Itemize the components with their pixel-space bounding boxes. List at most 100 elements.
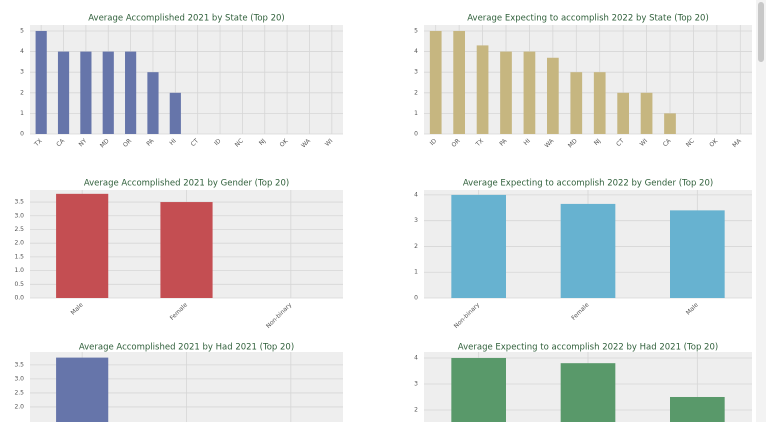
chart-title: Average Accomplished 2021 by Gender (Top…	[84, 179, 289, 189]
y-tick-label: 3.5	[14, 361, 24, 368]
y-tick-label: 2	[414, 406, 418, 413]
bar	[476, 45, 489, 134]
y-tick-label: 2	[20, 89, 24, 96]
x-tick-label: TX	[474, 138, 485, 149]
bar	[593, 72, 606, 134]
chart-title: Average Accomplished 2021 by State (Top …	[88, 14, 285, 24]
bar	[523, 51, 536, 135]
x-tick-label: Male	[685, 301, 700, 316]
bar	[56, 193, 109, 298]
bar	[35, 30, 47, 134]
y-tick-label: 0	[20, 131, 24, 138]
bar	[670, 210, 725, 298]
y-tick-label: 3.0	[14, 375, 24, 382]
x-tick-label: OK	[708, 137, 720, 149]
x-tick-label: MD	[567, 137, 579, 149]
bar	[560, 363, 616, 422]
bar	[453, 30, 465, 134]
y-tick-label: 3.5	[14, 199, 24, 206]
chart-panel: Average Accomplished 2021 by State (Top …	[20, 14, 343, 149]
bar	[451, 357, 506, 422]
x-tick-label: ID	[429, 137, 439, 147]
chart-title: Average Accomplished 2021 by Had 2021 (T…	[79, 343, 294, 353]
y-tick-label: 0.5	[14, 281, 24, 288]
bar	[147, 72, 159, 134]
bar	[617, 92, 629, 134]
bar	[56, 357, 109, 422]
bar	[102, 51, 114, 135]
x-tick-label: MD	[99, 137, 111, 149]
x-tick-label: PA	[498, 137, 509, 148]
x-tick-label: CA	[55, 137, 66, 148]
bar	[169, 92, 181, 134]
y-tick-label: 2	[414, 243, 418, 250]
x-tick-label: OK	[279, 137, 291, 149]
y-tick-label: 3.0	[14, 212, 24, 219]
x-tick-label: Female	[169, 301, 190, 322]
x-tick-label: ID	[213, 137, 223, 147]
y-tick-label: 3	[20, 69, 24, 76]
chart-title: Average Expecting to accomplish 2022 by …	[458, 343, 718, 353]
y-tick-label: 5	[20, 27, 24, 34]
bar	[160, 202, 213, 298]
chart-title: Average Expecting to accomplish 2022 by …	[463, 179, 713, 189]
x-tick-label: Non-binary	[453, 301, 482, 330]
y-tick-label: 1	[414, 269, 418, 276]
y-tick-label: 0	[414, 295, 418, 302]
chart-panel: Average Expecting to accomplish 2022 by …	[414, 14, 752, 149]
y-tick-label: 2.0	[14, 403, 24, 410]
x-tick-label: PA	[145, 137, 156, 148]
x-tick-label: NJ	[258, 137, 268, 147]
chart-panel: Average Accomplished 2021 by Gender (Top…	[14, 179, 343, 330]
bar	[670, 396, 725, 422]
y-tick-label: 4	[20, 48, 24, 55]
y-tick-label: 1	[414, 110, 418, 117]
bar	[664, 113, 676, 134]
y-tick-label: 3	[414, 217, 418, 224]
x-tick-label: WI	[324, 137, 335, 148]
y-tick-label: 3	[414, 380, 418, 387]
y-tick-label: 0.0	[14, 295, 24, 302]
x-tick-label: OR	[122, 138, 133, 149]
x-tick-label: NJ	[593, 137, 603, 147]
y-tick-label: 4	[414, 354, 418, 361]
y-tick-label: 4	[414, 48, 418, 55]
x-tick-label: NC	[234, 138, 245, 149]
scrollbar[interactable]	[756, 0, 766, 422]
bar	[560, 203, 616, 298]
x-tick-label: WI	[639, 137, 650, 148]
y-tick-label: 2.0	[14, 240, 24, 247]
x-tick-label: HI	[168, 137, 178, 147]
chart-title: Average Expecting to accomplish 2022 by …	[467, 14, 709, 24]
x-tick-label: OR	[450, 138, 461, 149]
x-tick-label: TX	[32, 138, 43, 149]
plot-area	[30, 25, 343, 134]
x-tick-label: Non-binary	[265, 301, 294, 330]
x-tick-label: WA	[300, 137, 312, 149]
y-tick-label: 1.0	[14, 267, 24, 274]
bar	[57, 51, 70, 135]
bar	[80, 51, 92, 135]
bar	[570, 72, 583, 134]
y-tick-label: 2	[414, 89, 418, 96]
x-tick-label: MA	[731, 137, 743, 149]
scrollbar-thumb[interactable]	[758, 2, 764, 62]
y-tick-label: 1	[20, 110, 24, 117]
y-tick-label: 3	[414, 69, 418, 76]
y-tick-label: 4	[414, 191, 418, 198]
x-tick-label: CT	[615, 137, 626, 148]
y-tick-label: 5	[414, 27, 418, 34]
bar	[451, 194, 506, 298]
x-tick-label: Female	[570, 301, 591, 322]
x-tick-label: HI	[523, 137, 533, 147]
y-tick-label: 2.5	[14, 389, 24, 396]
bar	[429, 30, 442, 134]
x-tick-label: CA	[662, 137, 673, 148]
bar	[640, 92, 653, 134]
y-tick-label: 1.5	[14, 253, 24, 260]
x-tick-label: NY	[78, 137, 89, 148]
y-tick-label: 2.5	[14, 226, 24, 233]
bar	[500, 51, 512, 135]
